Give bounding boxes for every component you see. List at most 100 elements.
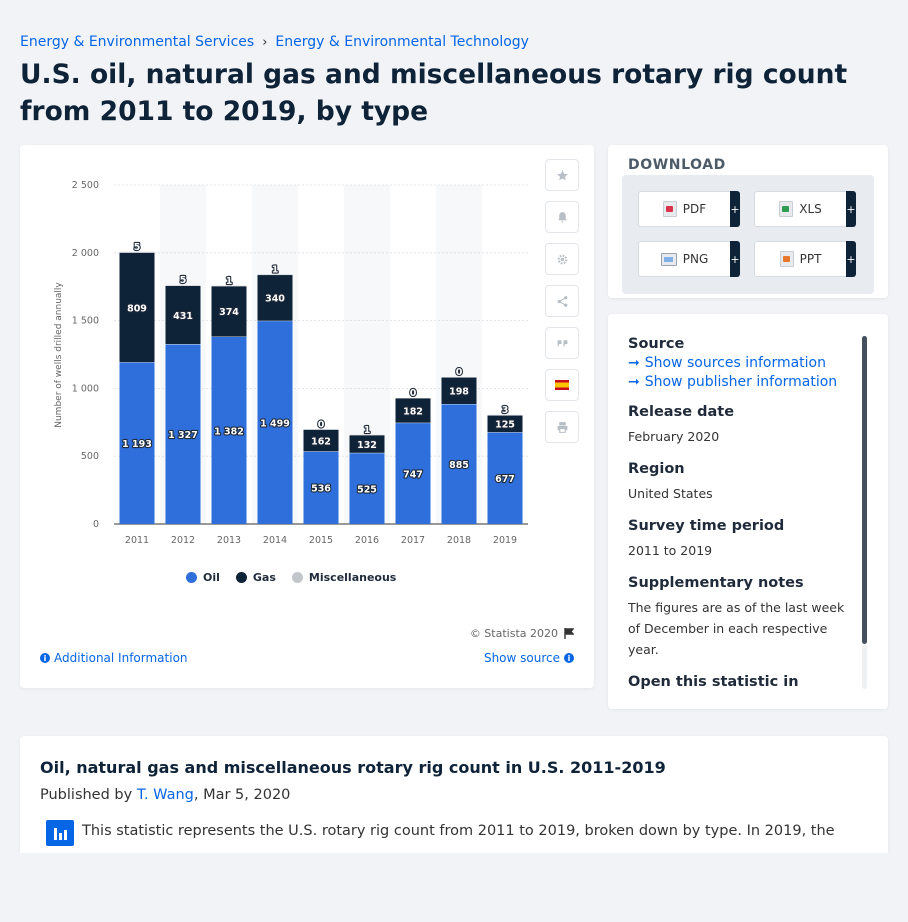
bar-oil[interactable] <box>487 432 523 524</box>
bar-oil[interactable] <box>165 344 201 524</box>
bar-gas[interactable] <box>395 398 431 423</box>
bar-miscellaneous[interactable] <box>257 274 293 276</box>
breadcrumb: Energy & Environmental Services › Energy… <box>20 34 529 50</box>
bar-gas[interactable] <box>303 429 339 452</box>
additional-information-link[interactable]: i Additional Information <box>40 651 188 665</box>
data-label-oil: 747 <box>403 469 423 480</box>
download-ppt-plus[interactable]: + <box>846 241 856 277</box>
download-png-label: PNG <box>682 252 709 266</box>
bar-miscellaneous[interactable] <box>487 414 523 416</box>
bar-miscellaneous[interactable] <box>165 284 201 286</box>
share-icon[interactable] <box>545 285 579 317</box>
data-label-gas: 374 <box>219 307 239 318</box>
info-icon: i <box>564 653 574 663</box>
show-sources-label: Show sources information <box>644 355 826 371</box>
data-label-gas: 431 <box>173 311 193 322</box>
quote-icon[interactable] <box>545 327 579 359</box>
top-area: Energy & Environmental Services › Energy… <box>0 0 908 130</box>
y-tick-label: 0 <box>93 519 99 530</box>
download-png-button[interactable]: PNG + <box>638 241 740 277</box>
bar-miscellaneous[interactable] <box>349 434 385 436</box>
download-png-plus[interactable]: + <box>730 241 740 277</box>
download-ppt-button[interactable]: PPT + <box>754 241 856 277</box>
gear-icon[interactable] <box>545 243 579 275</box>
data-label-oil: 1 499 <box>260 418 290 429</box>
bar-miscellaneous[interactable] <box>119 251 155 253</box>
flag-icon[interactable] <box>564 628 574 639</box>
additional-information-label: Additional Information <box>54 651 188 665</box>
statistic-info-content: Source ➞ Show sources information ➞ Show… <box>628 336 850 690</box>
x-tick-label: 2012 <box>171 535 195 546</box>
bar-gas[interactable] <box>441 377 477 404</box>
info-scrollbar-track[interactable] <box>862 644 867 689</box>
print-icon[interactable] <box>545 411 579 443</box>
x-tick-label: 2013 <box>217 535 241 546</box>
download-xls-button[interactable]: XLS + <box>754 191 856 227</box>
show-publisher-link[interactable]: ➞ Show publisher information <box>628 374 850 390</box>
legend-item-miscellaneous[interactable]: Miscellaneous <box>291 571 396 584</box>
show-source-link[interactable]: Show source i <box>484 651 574 665</box>
download-ppt-label: PPT <box>799 252 822 266</box>
survey-period-label: Survey time period <box>628 518 785 534</box>
show-publisher-label: Show publisher information <box>644 374 838 390</box>
legend-item-oil[interactable]: Oil <box>186 571 220 584</box>
description-text: This statistic represents the U.S. rotar… <box>82 823 835 839</box>
legend-label-oil: Oil <box>203 571 220 584</box>
pdf-file-icon <box>662 201 677 217</box>
page-title: U.S. oil, natural gas and miscellaneous … <box>20 59 848 127</box>
data-label-gas: 809 <box>127 303 147 314</box>
bar-gas[interactable] <box>119 252 155 363</box>
data-label-oil: 1 193 <box>122 439 152 450</box>
bar-gas[interactable] <box>211 285 247 337</box>
download-heading: DOWNLOAD <box>628 157 726 173</box>
show-sources-link[interactable]: ➞ Show sources information <box>628 355 850 371</box>
bar-gas[interactable] <box>257 274 293 321</box>
x-tick-label: 2011 <box>125 535 149 546</box>
data-label-gas: 125 <box>495 420 515 431</box>
legend-dot-oil <box>186 572 197 583</box>
bar-oil[interactable] <box>395 422 431 524</box>
x-tick-label: 2018 <box>447 535 471 546</box>
download-pdf-plus[interactable]: + <box>730 191 740 227</box>
data-label-miscellaneous: 5 <box>134 242 141 253</box>
data-label-oil: 536 <box>311 484 331 495</box>
data-label-oil: 677 <box>495 474 515 485</box>
bar-oil[interactable] <box>349 452 385 524</box>
x-tick-label: 2016 <box>355 535 379 546</box>
legend-dot-miscellaneous <box>291 572 303 583</box>
bar-oil[interactable] <box>257 320 293 524</box>
bell-icon[interactable] <box>545 201 579 233</box>
data-label-oil: 1 382 <box>214 426 244 437</box>
star-icon[interactable] <box>545 159 579 191</box>
info-scrollbar-thumb[interactable] <box>862 336 867 644</box>
bar-gas[interactable] <box>349 434 385 453</box>
data-label-miscellaneous: 5 <box>180 275 187 286</box>
flag-es-icon[interactable] <box>545 369 579 401</box>
data-label-gas: 340 <box>265 294 285 305</box>
bar-oil[interactable] <box>211 336 247 524</box>
bar-oil[interactable] <box>119 362 155 524</box>
chart-card: 0 500 1 000 1 500 2 000 2 500 2011 2012 2013 201… <box>20 145 594 688</box>
footer-band <box>0 853 908 922</box>
show-source-label: Show source <box>483 651 560 665</box>
download-xls-plus[interactable]: + <box>846 191 856 227</box>
chart-tool-panel <box>545 159 581 453</box>
breadcrumb-link-energy-services[interactable]: Energy & Environmental Services <box>20 34 255 50</box>
bar-gas[interactable] <box>165 285 201 345</box>
download-pdf-button[interactable]: PDF + <box>638 191 740 227</box>
y-tick-label: 1 000 <box>72 383 99 394</box>
breadcrumb-link-energy-technology[interactable]: Energy & Environmental Technology <box>275 34 529 50</box>
legend-item-gas[interactable]: Gas <box>235 571 276 584</box>
author-link[interactable]: T. Wang <box>136 787 194 803</box>
x-tick-label: 2017 <box>401 535 425 546</box>
bar-miscellaneous[interactable] <box>211 285 247 287</box>
copyright-text: © Statista 2020 <box>469 627 558 640</box>
y-axis-title: Number of wells drilled annually <box>54 282 64 428</box>
data-label-gas: 132 <box>357 440 377 451</box>
bar-gas[interactable] <box>487 415 523 433</box>
release-date-value: February 2020 <box>628 429 720 444</box>
y-tick-label: 500 <box>81 451 99 462</box>
bar-oil[interactable] <box>441 403 477 524</box>
bar-oil[interactable] <box>303 451 339 524</box>
